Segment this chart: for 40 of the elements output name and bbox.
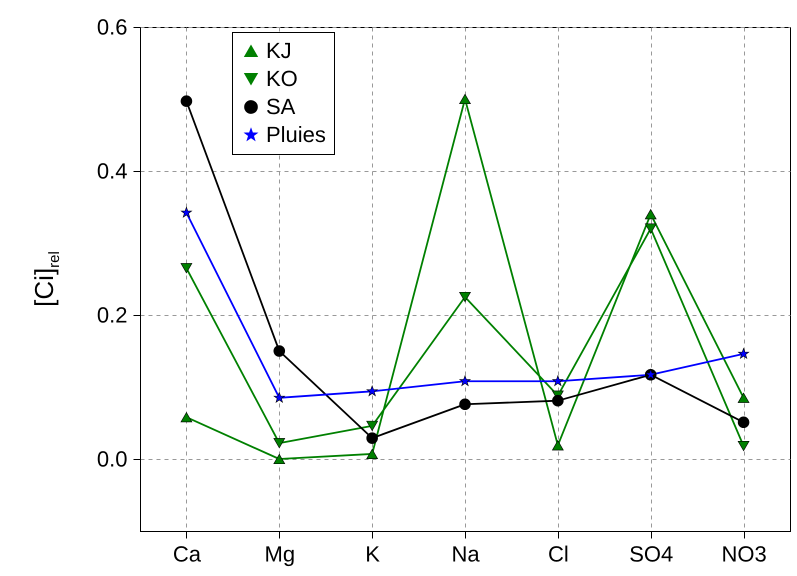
x-tick-label: Cl — [548, 542, 569, 566]
point — [459, 398, 471, 410]
y-tick-label: 0.2 — [96, 302, 128, 328]
x-tick-label: K — [365, 542, 380, 566]
point — [644, 209, 656, 220]
x-tick-label: Ca — [172, 542, 202, 566]
point — [459, 292, 471, 302]
legend-label: Pluies — [266, 122, 326, 147]
point — [552, 375, 564, 386]
point — [274, 392, 285, 403]
x-tick-label: SO4 — [629, 542, 674, 566]
point — [274, 438, 286, 448]
point — [738, 440, 750, 452]
point — [274, 345, 286, 357]
point — [459, 375, 471, 386]
legend-label: KO — [266, 66, 298, 91]
point — [180, 263, 192, 274]
point — [180, 206, 192, 218]
point — [366, 432, 378, 444]
point — [459, 94, 471, 104]
legend-label: SA — [266, 94, 296, 119]
point — [552, 440, 564, 450]
legend-label: KJ — [266, 38, 292, 63]
x-tick-label: NO3 — [721, 542, 767, 566]
point — [552, 394, 564, 406]
y-tick-label: 0.0 — [96, 446, 128, 472]
x-tick-label: Na — [451, 542, 480, 566]
y-tick-label: 0.6 — [96, 14, 128, 40]
point — [738, 416, 750, 428]
point — [738, 392, 750, 403]
y-tick-label: 0.4 — [96, 158, 128, 184]
point — [180, 95, 192, 107]
point — [180, 412, 192, 422]
point — [366, 386, 378, 396]
point — [274, 454, 286, 464]
point — [644, 224, 656, 234]
point — [366, 448, 378, 460]
x-tick-label: Mg — [264, 542, 296, 566]
point — [738, 348, 750, 359]
point — [366, 420, 378, 431]
